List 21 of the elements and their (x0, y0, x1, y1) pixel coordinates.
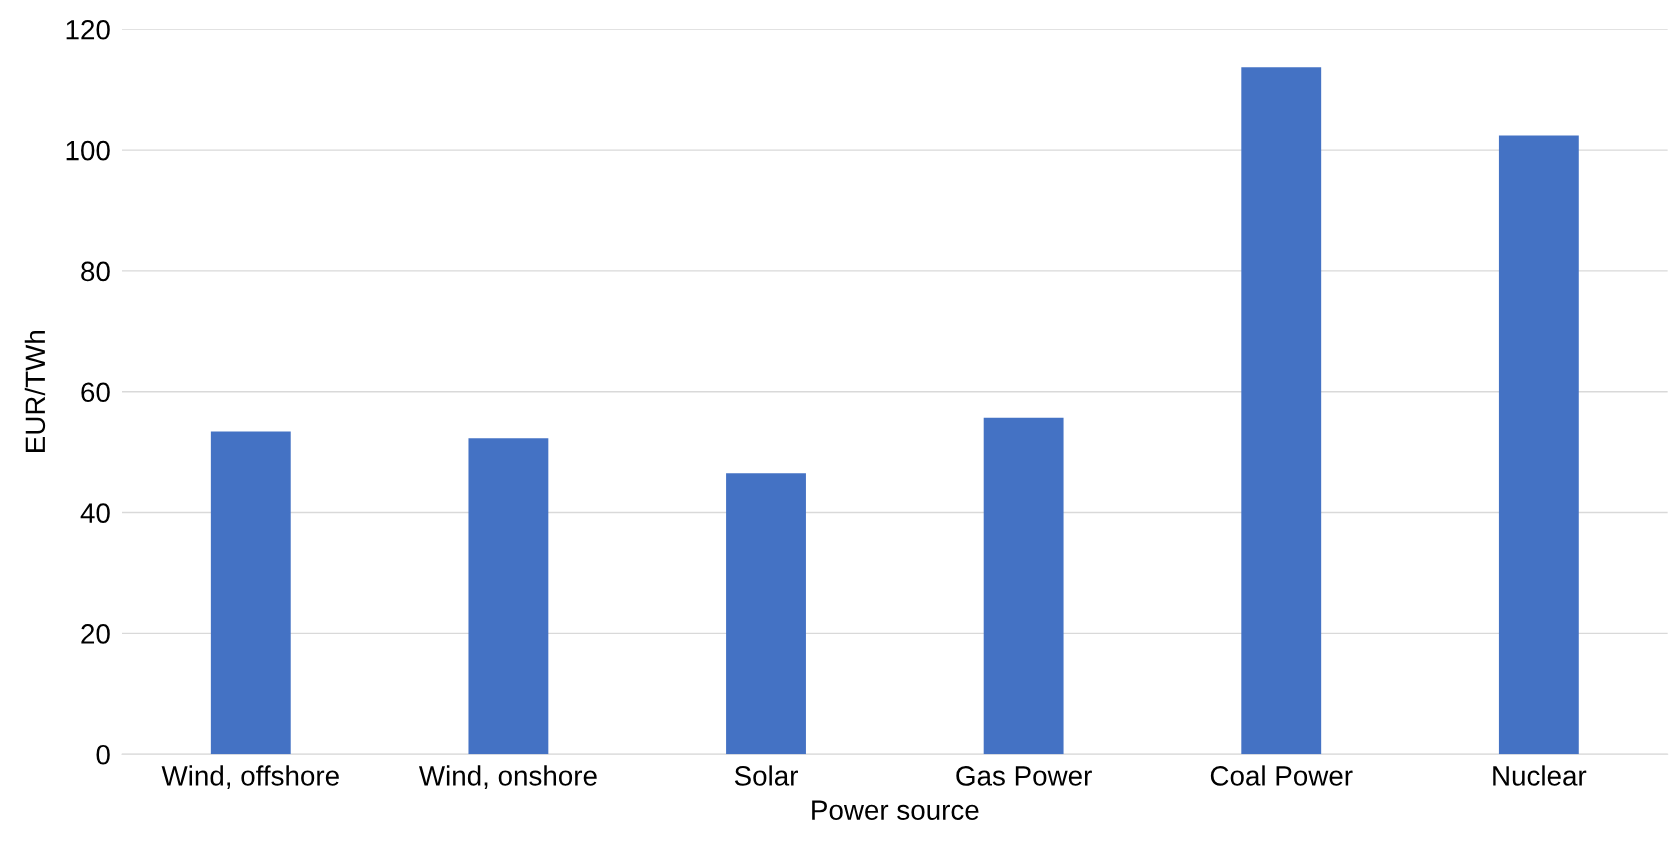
x-tick-label: Wind, offshore (161, 765, 339, 790)
y-tick-label: 80 (81, 261, 110, 282)
x-tick-label: Coal Power (1210, 765, 1353, 786)
x-tick-label: Nuclear (1493, 765, 1587, 786)
x-tick-label: Gas Power (956, 766, 1092, 786)
bar (468, 438, 549, 755)
y-tick-label: 20 (81, 624, 110, 644)
bar (726, 473, 806, 755)
x-tick-label: Solar (734, 765, 798, 786)
bar (983, 417, 1064, 755)
y-tick-label: 60 (81, 382, 110, 403)
bar (1498, 135, 1579, 755)
x-axis-title: Power source (812, 800, 979, 820)
x-tick-label: Wind, onshore (418, 765, 597, 790)
y-tick-label: 40 (80, 503, 110, 523)
y-tick-label: 0 (96, 744, 110, 765)
y-tick-label: 120 (66, 19, 110, 40)
bar (210, 431, 291, 755)
y-tick-label: 100 (66, 140, 110, 161)
y-axis-title: EUR/TWh (24, 331, 46, 452)
bar (1241, 67, 1322, 755)
